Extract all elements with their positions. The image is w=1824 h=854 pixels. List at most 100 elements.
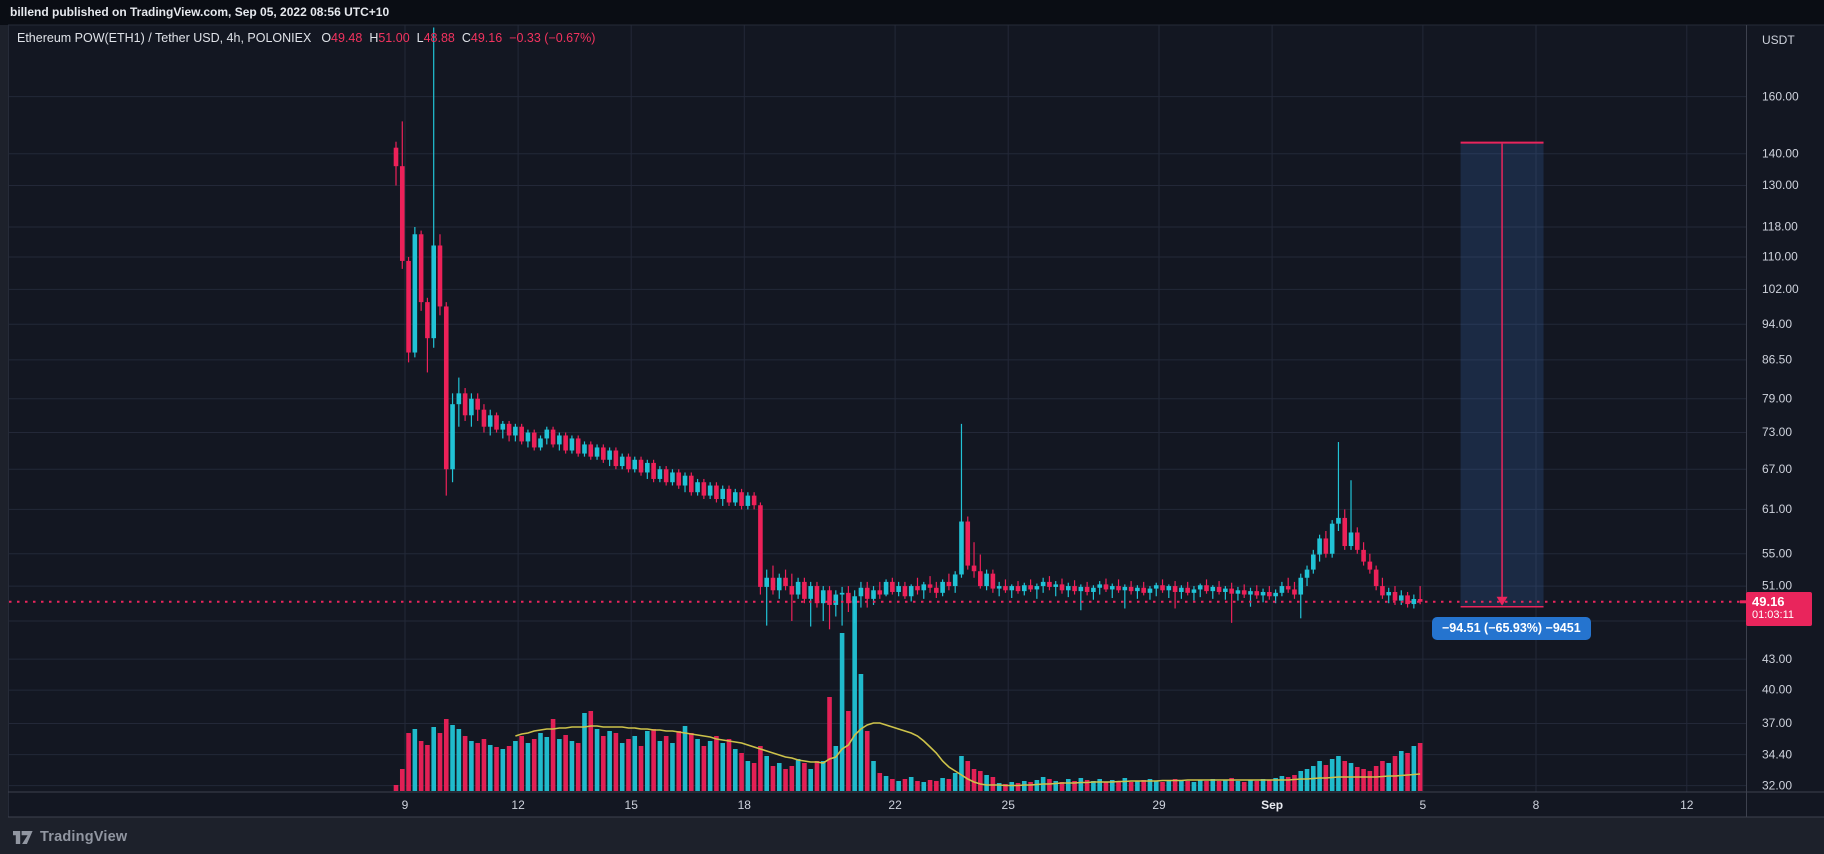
volume-bar <box>632 736 638 791</box>
tradingview-logo-text[interactable]: TradingView <box>40 829 128 845</box>
volume-bar <box>1078 778 1084 791</box>
volume-bar <box>538 733 543 791</box>
volume-bar <box>645 731 650 791</box>
price-tick-label: 51.00 <box>1762 579 1792 593</box>
candle-body <box>1084 586 1090 592</box>
candle-body <box>412 234 418 353</box>
price-tick-label: 130.00 <box>1762 178 1799 192</box>
candle-body <box>1185 587 1190 593</box>
volume-bar <box>978 771 983 791</box>
volume-bar <box>902 779 908 791</box>
volume-bar <box>915 781 920 791</box>
candle-body <box>657 469 663 479</box>
candle-body <box>940 581 945 593</box>
candle-body <box>1279 586 1285 593</box>
volume-bar <box>732 749 738 791</box>
tradingview-logo-icon[interactable] <box>12 830 33 845</box>
volume-bar <box>839 633 845 791</box>
candle-body <box>1160 585 1165 591</box>
price-tick-label: 73.00 <box>1762 425 1792 439</box>
volume-bar <box>487 745 493 791</box>
time-axis[interactable] <box>8 792 1746 817</box>
candle-body <box>1009 586 1015 591</box>
volume-bar <box>500 749 506 791</box>
candle-body <box>676 472 682 486</box>
volume-bar <box>858 674 864 791</box>
symbol-title[interactable]: Ethereum POW(ETH1) / Tether USD, 4h, POL… <box>17 31 312 45</box>
volume-bar <box>927 780 933 791</box>
candle-body <box>1260 591 1266 596</box>
volume-bar <box>1317 761 1322 791</box>
candle-body <box>1210 586 1216 592</box>
candle-body <box>1047 581 1052 587</box>
volume-bar <box>569 741 575 791</box>
volume-bar <box>795 759 801 791</box>
candle-body <box>1103 584 1109 590</box>
candle-body <box>1304 569 1310 578</box>
candle-body <box>946 581 952 587</box>
price-axis-unit-label: USDT <box>1762 33 1795 47</box>
volume-bar <box>883 776 889 791</box>
candle-body <box>839 592 845 595</box>
volume-bar <box>952 773 958 791</box>
volume-bar <box>890 779 895 791</box>
volume-bar <box>1417 743 1423 791</box>
time-tick-label: 12 <box>511 798 525 812</box>
candle-body <box>607 450 612 460</box>
candle-body <box>1417 599 1423 602</box>
candle-body <box>563 435 568 451</box>
candle-body <box>1022 585 1027 592</box>
last-price-value: 49.16 <box>1752 594 1785 609</box>
candle-body <box>437 245 443 307</box>
price-tick-label: 34.40 <box>1762 747 1792 761</box>
volume-bar <box>1122 778 1128 791</box>
volume-bar <box>1254 781 1260 791</box>
candle-body <box>406 260 411 353</box>
candle-body <box>846 592 851 604</box>
candle-body <box>996 586 1002 589</box>
volume-bar <box>1179 780 1184 791</box>
volume-bar <box>940 778 945 791</box>
volume-bar <box>607 731 612 791</box>
candle-body <box>732 492 738 503</box>
publish-banner: billend published on TradingView.com, Se… <box>0 0 1824 25</box>
volume-bar <box>776 763 782 791</box>
volume-bar <box>1354 767 1360 791</box>
volume-bar <box>1241 782 1247 791</box>
volume-bar <box>638 746 644 791</box>
volume-bar <box>1103 782 1109 791</box>
volume-bar <box>1405 753 1410 791</box>
volume-bar <box>896 781 901 791</box>
time-tick-label: 12 <box>1680 798 1694 812</box>
candle-body <box>1059 584 1065 591</box>
volume-bar <box>1072 781 1077 791</box>
volume-bar <box>971 769 977 791</box>
price-axis[interactable] <box>1747 25 1824 792</box>
candle-body <box>802 581 807 599</box>
candle-body <box>1405 595 1410 605</box>
candle-body <box>978 571 983 587</box>
candle-body <box>1147 588 1153 593</box>
volume-bar <box>808 769 813 791</box>
candle-body <box>550 429 556 445</box>
volume-bar <box>714 736 719 791</box>
candle-body <box>758 505 763 587</box>
volume-bar <box>1091 781 1096 791</box>
symbol-legend[interactable]: Ethereum POW(ETH1) / Tether USD, 4h, POL… <box>17 31 595 45</box>
volume-bar <box>1248 780 1253 791</box>
candle-body <box>1078 586 1084 592</box>
candle-body <box>707 485 713 496</box>
volume-bar <box>1109 780 1115 791</box>
legend-low: L48.88 <box>416 31 455 45</box>
candle-body <box>1122 586 1128 591</box>
candle-body <box>1373 569 1379 587</box>
candle-body <box>594 447 600 457</box>
candle-body <box>626 456 631 470</box>
volume-bar <box>789 766 795 791</box>
candle-body <box>776 577 782 591</box>
price-tick-label: 110.00 <box>1762 250 1798 264</box>
volume-bar <box>1285 777 1291 791</box>
candle-body <box>827 590 832 605</box>
candle-body <box>1342 517 1348 547</box>
